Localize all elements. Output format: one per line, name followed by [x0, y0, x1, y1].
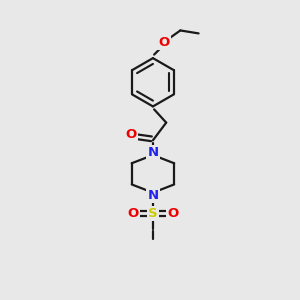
Text: O: O: [167, 207, 178, 220]
Text: S: S: [148, 207, 158, 220]
Text: N: N: [147, 188, 158, 202]
Text: N: N: [147, 146, 158, 159]
Text: O: O: [127, 207, 139, 220]
Text: O: O: [158, 36, 170, 49]
Text: O: O: [125, 128, 137, 141]
